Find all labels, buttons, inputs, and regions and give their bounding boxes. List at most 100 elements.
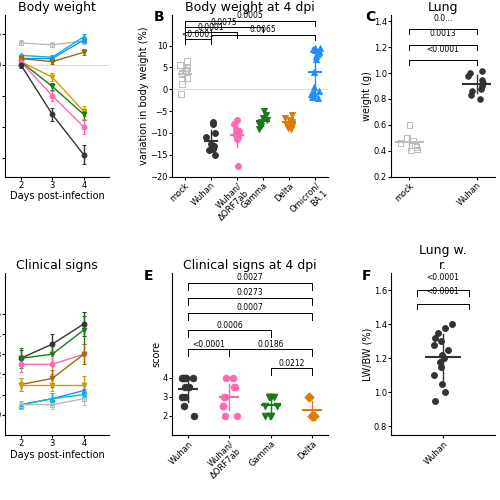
Point [221, 393, 229, 401]
Point [190, 374, 198, 382]
Point [211, 150, 219, 158]
Point [232, 124, 240, 132]
Point [403, 134, 411, 142]
Point [480, 80, 488, 88]
Point [314, 50, 322, 58]
Point [440, 354, 448, 362]
Point [211, 129, 219, 137]
Point [221, 412, 229, 420]
Point [180, 402, 188, 410]
Point [312, 52, 320, 60]
Point [281, 114, 289, 122]
Text: <0.0001: <0.0001 [426, 45, 460, 54]
Text: 0.0005: 0.0005 [236, 12, 264, 20]
Point [273, 402, 281, 410]
Point [184, 384, 192, 392]
Text: 0.0212: 0.0212 [278, 358, 304, 368]
Point [411, 142, 419, 150]
Point [178, 80, 186, 88]
Point [444, 346, 452, 354]
Point [266, 393, 274, 401]
Point [207, 140, 215, 148]
Text: C: C [365, 10, 376, 24]
Point [310, 88, 318, 96]
Text: 0.0065: 0.0065 [250, 26, 276, 35]
Y-axis label: weight (g): weight (g) [362, 71, 372, 120]
Point [309, 45, 317, 53]
Point [441, 324, 449, 332]
Point [310, 412, 318, 420]
Point [413, 146, 421, 154]
Text: <0.0001: <0.0001 [192, 340, 225, 348]
Text: 0.0006: 0.0006 [216, 320, 243, 330]
Text: B: B [154, 10, 164, 24]
Text: 0.0075: 0.0075 [210, 18, 238, 26]
Point [316, 44, 324, 52]
Point [262, 412, 270, 420]
Point [220, 393, 228, 401]
Title: Clinical signs at 4 dpi: Clinical signs at 4 dpi [183, 260, 317, 272]
Point [228, 374, 236, 382]
Point [288, 124, 296, 132]
Text: <0.0001: <0.0001 [426, 286, 460, 296]
Point [314, 94, 322, 102]
Point [184, 57, 192, 65]
Text: 0.0013: 0.0013 [430, 30, 456, 38]
Point [178, 393, 186, 401]
Point [234, 116, 241, 124]
Title: Lung w.
r.: Lung w. r. [419, 244, 467, 272]
Text: 0.0007: 0.0007 [236, 304, 264, 312]
Point [436, 363, 444, 371]
Point [437, 338, 445, 345]
Point [310, 83, 318, 91]
Point [441, 388, 449, 396]
Point [286, 116, 294, 124]
Text: <0.0001: <0.0001 [182, 30, 214, 39]
Point [288, 122, 296, 130]
Point [407, 146, 415, 154]
Point [218, 402, 226, 410]
Point [412, 143, 420, 151]
X-axis label: Days post-infection: Days post-infection [10, 191, 104, 201]
Point [184, 74, 192, 82]
X-axis label: Days post-infection: Days post-infection [10, 450, 104, 460]
Point [310, 46, 318, 54]
Point [208, 120, 216, 128]
Point [178, 374, 186, 382]
Point [190, 412, 198, 420]
Point [310, 68, 318, 76]
Point [262, 112, 270, 120]
Point [234, 133, 242, 141]
Point [263, 116, 271, 124]
Point [438, 380, 446, 388]
Point [182, 66, 190, 74]
Point [256, 124, 264, 132]
Point [176, 61, 184, 69]
Y-axis label: score: score [151, 341, 161, 367]
Point [431, 397, 439, 405]
Point [305, 393, 313, 401]
Point [430, 341, 438, 349]
Point [230, 120, 237, 128]
Point [308, 93, 316, 101]
Point [260, 107, 268, 115]
Point [315, 88, 323, 96]
Point [259, 114, 267, 122]
Point [467, 91, 475, 99]
Point [288, 118, 296, 126]
Point [434, 329, 442, 337]
Point [430, 372, 438, 380]
Point [205, 146, 213, 154]
Point [432, 334, 440, 342]
Point [267, 412, 275, 420]
Point [257, 122, 265, 130]
Point [202, 133, 210, 141]
Point [308, 90, 316, 98]
Point [438, 351, 446, 359]
Point [231, 384, 239, 392]
Y-axis label: LW/BW (%): LW/BW (%) [362, 328, 372, 381]
Point [308, 412, 316, 420]
Point [264, 393, 272, 401]
Point [255, 120, 263, 128]
Point [308, 90, 316, 98]
